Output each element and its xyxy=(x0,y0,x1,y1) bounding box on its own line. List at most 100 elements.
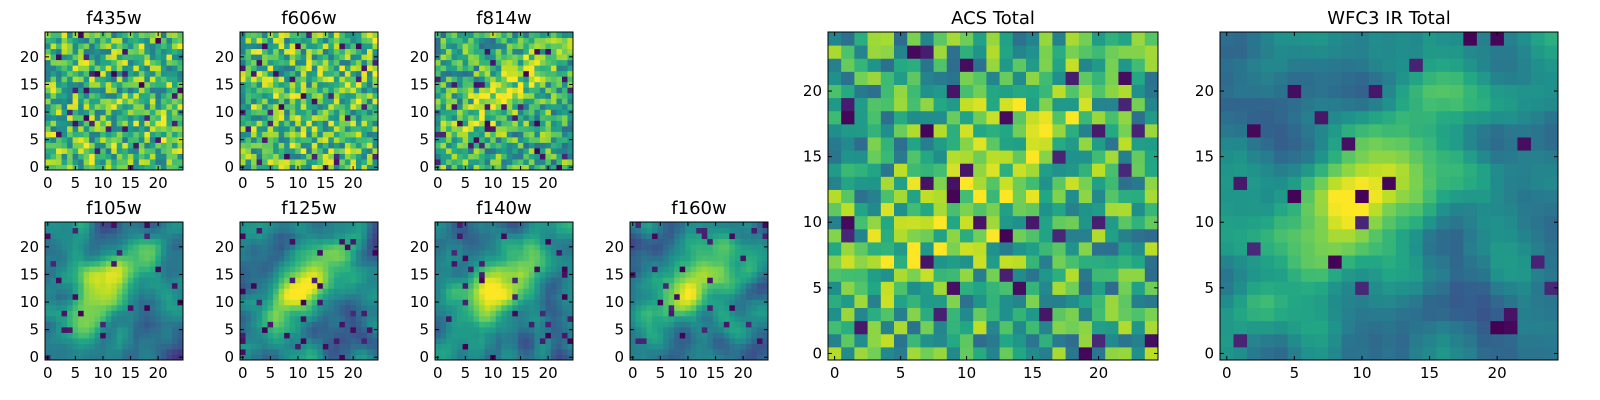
heatmap-cell xyxy=(144,238,151,245)
heatmap-cell xyxy=(171,354,178,361)
heatmap-cell xyxy=(72,249,79,256)
heatmap-cell xyxy=(960,189,974,204)
heatmap-cell xyxy=(328,136,335,143)
heatmap-cell xyxy=(133,310,140,317)
heatmap-cell xyxy=(457,332,464,339)
heatmap-cell xyxy=(718,304,725,311)
heatmap-cell xyxy=(284,32,291,39)
heatmap-cell xyxy=(707,293,714,300)
heatmap-cell xyxy=(960,307,974,322)
heatmap-cell xyxy=(144,282,151,289)
heatmap-cell xyxy=(328,255,335,262)
heatmap-cell xyxy=(946,228,961,243)
heatmap-cell xyxy=(105,282,112,289)
heatmap-cell xyxy=(333,310,340,317)
heatmap-cell xyxy=(506,249,513,256)
heatmap-cell xyxy=(94,233,101,240)
heatmap-cell xyxy=(446,48,453,55)
heatmap-cell xyxy=(495,153,502,160)
heatmap-cell xyxy=(339,125,346,132)
heatmap-cell xyxy=(729,282,736,289)
heatmap-cell xyxy=(339,131,346,138)
heatmap-cell xyxy=(539,244,546,251)
heatmap-cell xyxy=(155,98,162,105)
heatmap-cell xyxy=(495,98,502,105)
heatmap-cell xyxy=(451,315,458,322)
heatmap-cell xyxy=(67,343,74,350)
heatmap-cell xyxy=(344,153,351,160)
heatmap-cell xyxy=(561,260,568,267)
heatmap-cell xyxy=(355,32,362,39)
heatmap-cell xyxy=(333,293,340,300)
heatmap-cell xyxy=(523,37,530,44)
heatmap-cell xyxy=(528,222,535,229)
heatmap-cell xyxy=(490,153,497,160)
heatmap-cell xyxy=(256,32,263,39)
heatmap-cell xyxy=(45,233,52,240)
heatmap-cell xyxy=(256,315,263,322)
heatmap-cell xyxy=(339,120,346,127)
heatmap-cell xyxy=(133,120,140,127)
heatmap-cell xyxy=(344,260,351,267)
heatmap-cell xyxy=(355,125,362,132)
heatmap-cell xyxy=(45,147,52,154)
heatmap-cell xyxy=(501,277,508,284)
heatmap-cell xyxy=(311,332,318,339)
heatmap-cell xyxy=(133,109,140,116)
heatmap-cell xyxy=(545,282,552,289)
heatmap-cell xyxy=(1052,346,1067,361)
heatmap-cell xyxy=(61,54,68,61)
heatmap-cell xyxy=(262,125,269,132)
heatmap-cell xyxy=(986,333,1001,348)
heatmap-cell xyxy=(267,244,274,251)
heatmap-cell xyxy=(122,233,129,240)
heatmap-cell xyxy=(657,227,664,234)
heatmap-cell xyxy=(828,255,842,269)
heatmap-cell xyxy=(333,315,340,322)
heatmap-cell xyxy=(479,244,486,251)
heatmap-cell xyxy=(679,233,686,240)
heatmap-cell xyxy=(657,271,664,278)
heatmap-cell xyxy=(512,321,519,328)
heatmap-cell xyxy=(171,81,178,88)
heatmap-cell xyxy=(933,228,948,243)
heatmap-cell xyxy=(94,222,101,229)
heatmap-cell xyxy=(473,59,480,66)
heatmap-cell xyxy=(495,282,502,289)
heatmap-cell xyxy=(72,337,79,344)
heatmap-cell xyxy=(690,238,697,245)
heatmap-cell xyxy=(495,54,502,61)
heatmap-cell xyxy=(366,153,373,160)
heatmap-cell xyxy=(166,70,173,77)
panel-title: f105w xyxy=(86,198,141,219)
heatmap-cell xyxy=(550,65,557,72)
heatmap-cell xyxy=(50,304,57,311)
heatmap-cell xyxy=(729,255,736,262)
heatmap-cell xyxy=(446,332,453,339)
heatmap-cell xyxy=(344,266,351,273)
heatmap-cell xyxy=(56,271,63,278)
heatmap-cell xyxy=(523,288,530,295)
heatmap-cell xyxy=(473,131,480,138)
heatmap-cell xyxy=(344,125,351,132)
heatmap-cell xyxy=(523,332,530,339)
heatmap-cell xyxy=(333,37,340,44)
heatmap-cell xyxy=(94,92,101,99)
heatmap-cell xyxy=(462,131,469,138)
heatmap-cell xyxy=(56,120,63,127)
x-tick-label: 5 xyxy=(461,174,471,192)
heatmap-cell xyxy=(262,114,269,121)
heatmap-cell xyxy=(160,120,167,127)
heatmap-cell xyxy=(328,114,335,121)
heatmap-cell xyxy=(317,81,324,88)
heatmap-cell xyxy=(561,153,568,160)
heatmap-cell xyxy=(122,222,129,229)
heatmap-cell xyxy=(867,202,882,217)
heatmap-cell xyxy=(138,131,145,138)
y-tick-label: 10 xyxy=(410,293,429,311)
heatmap-cell xyxy=(78,354,85,361)
heatmap-cell xyxy=(289,244,296,251)
heatmap-cell xyxy=(355,81,362,88)
heatmap-cell xyxy=(311,244,318,251)
heatmap-cell xyxy=(67,98,74,105)
